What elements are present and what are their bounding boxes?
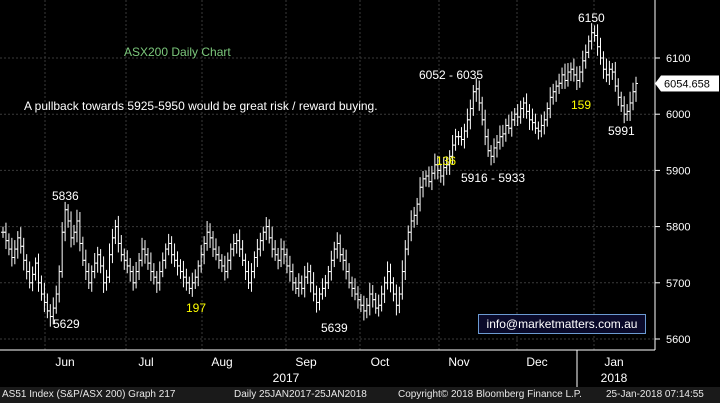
footer-range: Daily 25JAN2017-25JAN2018 [234, 389, 367, 400]
x-month-label: Dec [526, 355, 547, 369]
last-price-label: 6054.658 [664, 78, 710, 90]
y-tick-label: 5600 [666, 334, 690, 346]
footer-copyright: Copyright© 2018 Bloomberg Finance L.P. [398, 389, 582, 400]
y-tick-label: 5900 [666, 165, 690, 177]
chart-title: ASX200 Daily Chart [124, 45, 231, 59]
annotation-label: 5836 [52, 189, 79, 203]
footer-timestamp: 25-Jan-2018 07:14:55 [606, 389, 704, 400]
y-axis: 5600 5700 5800 5900 6000 6100 6054.658 [654, 0, 719, 350]
annotation-label: 5629 [53, 317, 80, 331]
x-month-label: Sep [295, 355, 317, 369]
annotation-label: 197 [186, 301, 206, 315]
last-price-pointer [655, 75, 661, 92]
x-axis: Jun Jul Aug Sep Oct Nov Dec Jan 2017 2018 [0, 349, 655, 387]
y-tick-label: 6000 [666, 109, 690, 121]
annotation-label: 136 [436, 154, 456, 168]
annotation-label: 5916 - 5933 [461, 171, 525, 185]
annotation-label: 5639 [321, 321, 348, 335]
y-tick-label: 5800 [666, 222, 690, 234]
annotation-label: 6150 [578, 11, 605, 25]
x-month-label: Jun [55, 355, 74, 369]
annotation-label: 159 [571, 98, 591, 112]
x-month-label: Oct [371, 355, 390, 369]
ohlc-series [1, 23, 638, 327]
last-price-box [661, 75, 719, 92]
x-year-label: 2017 [273, 371, 300, 385]
x-month-label: Jan [604, 355, 623, 369]
x-month-label: Jul [138, 355, 153, 369]
footer-bar: AS51 Index (S&P/ASX 200) Graph 217 Daily… [0, 387, 720, 403]
annotation-label: 6052 - 6035 [419, 68, 483, 82]
x-month-label: Aug [211, 355, 232, 369]
chart-subtitle: A pullback towards 5925-5950 would be gr… [24, 99, 378, 113]
annotations: 5836 5629 197 5639 6052 - 6035 136 5916 - 5933… [52, 11, 635, 335]
x-month-label: Nov [448, 355, 469, 369]
y-tick-label: 5700 [666, 278, 690, 290]
grid [0, 0, 655, 350]
footer-index: AS51 Index (S&P/ASX 200) Graph 217 [2, 389, 176, 400]
y-tick-label: 6100 [666, 53, 690, 65]
x-year-label: 2018 [601, 371, 628, 385]
annotation-label: 5991 [608, 124, 635, 138]
marketmatters-badge: info@marketmatters.com.au [478, 314, 646, 334]
